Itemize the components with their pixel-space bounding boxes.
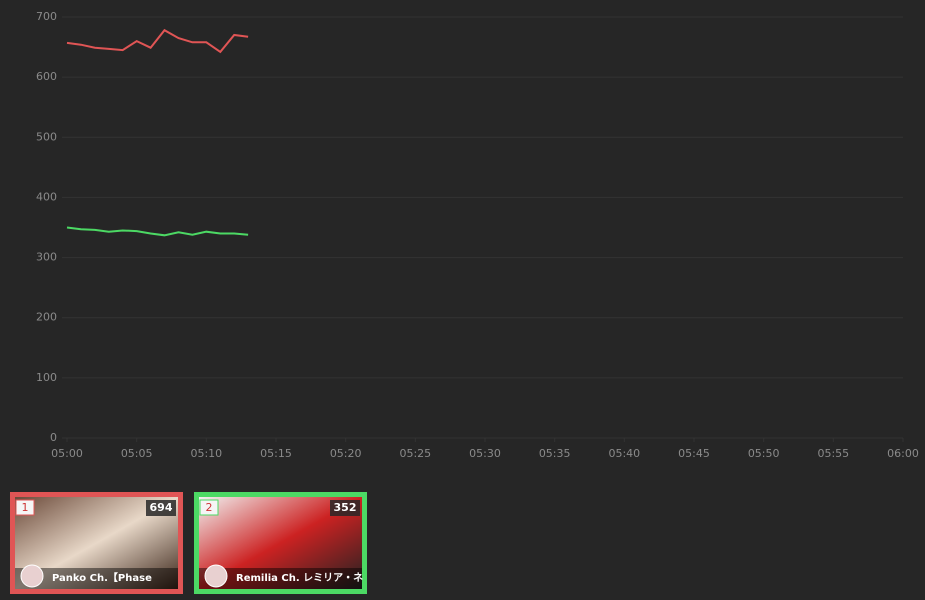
x-tick-label: 05:00 <box>51 447 83 460</box>
rank: 1 <box>22 501 29 514</box>
y-tick-label: 600 <box>36 70 57 83</box>
x-tick-label: 05:40 <box>608 447 640 460</box>
y-tick-label: 300 <box>36 251 57 264</box>
rank: 2 <box>206 501 213 514</box>
viewer-count: 352 <box>334 501 357 514</box>
x-tick-label: 05:10 <box>190 447 222 460</box>
avatar <box>204 564 228 588</box>
count-box <box>330 500 360 516</box>
channel-name: Panko Ch.【Phase <box>52 571 152 584</box>
series-line <box>66 28 249 54</box>
name-bar <box>15 568 178 589</box>
x-tick-label: 05:05 <box>121 447 153 460</box>
y-tick-label: 400 <box>36 190 57 203</box>
x-tick-label: 05:45 <box>678 447 710 460</box>
channel-card[interactable]: 1 694 Panko Ch.【Phase <box>10 492 183 594</box>
x-tick-label: 05:30 <box>469 447 501 460</box>
x-tick-label: 06:00 <box>887 447 919 460</box>
x-tick-label: 05:15 <box>260 447 292 460</box>
rank-box <box>199 499 219 516</box>
y-tick-label: 700 <box>36 10 57 23</box>
y-tick-label: 0 <box>50 431 57 444</box>
x-tick-label: 05:20 <box>330 447 362 460</box>
name-bar <box>199 568 362 589</box>
rank-box <box>15 499 35 516</box>
series-line <box>66 226 249 237</box>
x-tick-label: 05:35 <box>539 447 571 460</box>
y-tick-label: 200 <box>36 311 57 324</box>
count-box <box>146 500 176 516</box>
y-tick-label: 500 <box>36 130 57 143</box>
y-tick-label: 100 <box>36 371 57 384</box>
x-tick-label: 05:55 <box>817 447 849 460</box>
x-tick-label: 05:25 <box>399 447 431 460</box>
viewer-count: 694 <box>150 501 173 514</box>
x-tick-label: 05:50 <box>748 447 780 460</box>
channel-card[interactable]: 2 352 Remilia Ch. レミリア・ネ <box>194 492 367 594</box>
channel-name: Remilia Ch. レミリア・ネ <box>236 572 363 584</box>
avatar <box>20 564 44 588</box>
